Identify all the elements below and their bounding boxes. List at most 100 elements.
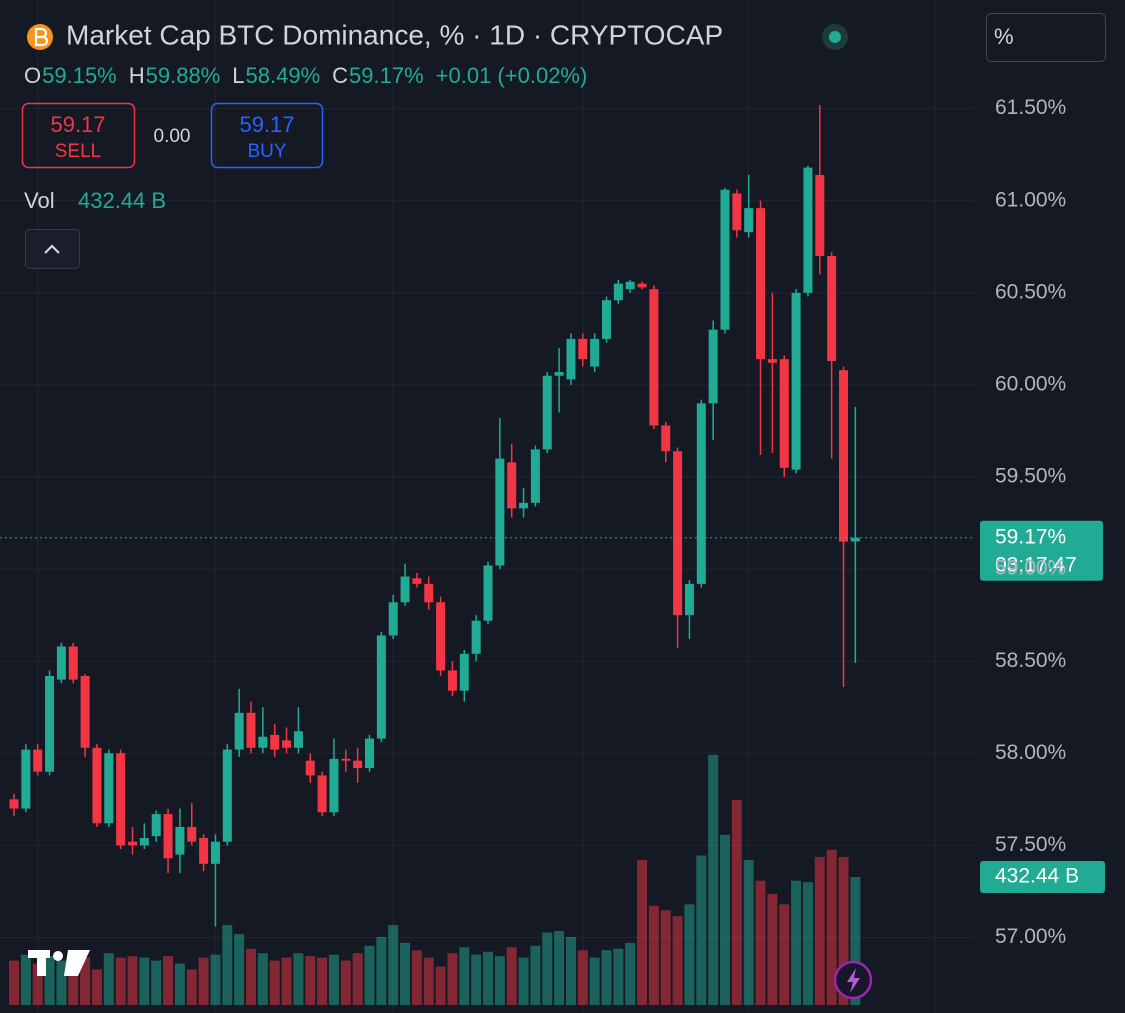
candle-body [270, 734, 280, 750]
volume-bar [423, 957, 434, 1005]
candle-body [471, 620, 481, 654]
volume-bar [471, 954, 482, 1005]
candle-body [637, 283, 647, 288]
candle-body [507, 462, 517, 509]
volume-badge-label: 432.44 B [995, 865, 1079, 888]
volume-bar [198, 957, 209, 1005]
volume-legend-value: 432.44 B [78, 188, 166, 213]
volume-bar [139, 957, 150, 1005]
volume-bar [317, 957, 328, 1005]
volume-bar [731, 799, 742, 1005]
scale-box[interactable] [986, 13, 1106, 62]
volume-bar [9, 960, 19, 1005]
volume-title: Vol [24, 188, 55, 213]
candle-layer [9, 104, 860, 927]
collapse-button[interactable] [25, 229, 80, 269]
volume-bar [589, 957, 600, 1005]
tv-logo [28, 950, 90, 976]
volume-bar [222, 925, 233, 1005]
candle-body [495, 458, 505, 566]
volume-bar [613, 948, 624, 1005]
volume-bar [720, 834, 730, 1005]
volume-bar [56, 960, 67, 1005]
candle-body [210, 841, 220, 864]
ohlc-value: 59.15% [42, 63, 117, 88]
volume-bar [802, 882, 813, 1005]
ohlc-key: H [129, 63, 145, 88]
candle-body [388, 602, 398, 636]
candle-body [412, 578, 422, 584]
candle-body [459, 653, 469, 691]
sell-price[interactable]: 59.17 [50, 112, 105, 137]
candle-body [317, 775, 327, 813]
volume-bar [293, 953, 304, 1005]
candle-body [353, 760, 363, 769]
candle-body [613, 283, 623, 301]
volume-bar [20, 954, 31, 1005]
lightning-icon[interactable] [847, 968, 860, 993]
candle-body [222, 749, 232, 842]
candle-body [163, 814, 173, 859]
candle-body [92, 747, 102, 824]
volume-bar [637, 859, 648, 1005]
buy-button[interactable] [210, 102, 324, 169]
y-tick-label: 61.00% [995, 188, 1066, 211]
volume-bar [826, 849, 837, 1005]
candle-body [33, 749, 43, 772]
volume-bar [791, 880, 802, 1005]
volume-bar [814, 857, 825, 1005]
candle-body [578, 338, 588, 360]
candle-body [791, 292, 801, 470]
y-tick-label: 60.50% [995, 280, 1066, 303]
candle-body [827, 256, 837, 361]
volume-bar [352, 953, 363, 1005]
time-grid [37, 0, 936, 1013]
volume-layer [9, 754, 861, 1005]
collapse-icon[interactable] [44, 244, 60, 254]
volume-bar [163, 956, 174, 1005]
sell-label[interactable]: SELL [55, 141, 101, 162]
candle-body [9, 799, 19, 809]
scale-unit[interactable]: % [994, 24, 1014, 49]
buy-price[interactable]: 59.17 [239, 112, 294, 137]
volume-bar [80, 957, 91, 1005]
volume-bar [435, 966, 446, 1005]
candle-body [767, 359, 777, 363]
candle-body [80, 675, 90, 748]
volume-bar [234, 933, 245, 1005]
buy-label[interactable]: BUY [247, 141, 286, 162]
volume-bar [708, 754, 719, 1005]
volume-bar [103, 953, 114, 1005]
y-tick-label: 57.50% [995, 833, 1066, 856]
candle-body [45, 675, 55, 772]
y-tick-label: 58.00% [995, 741, 1066, 764]
candle-body [258, 736, 268, 748]
volume-bar [388, 925, 399, 1005]
ohlc-value: 59.17% [349, 63, 424, 88]
volume-bar [186, 969, 197, 1005]
volume-bar [68, 965, 79, 1005]
candle-body [625, 281, 635, 290]
candle-body [447, 670, 457, 691]
volume-bar [340, 960, 351, 1005]
volume-bar [554, 931, 565, 1005]
candle-body [566, 338, 576, 380]
y-tick-label: 58.50% [995, 649, 1066, 672]
symbol-title: Market Cap BTC Dominance, % · 1D · CRYPT… [66, 19, 723, 50]
volume-bar [684, 904, 695, 1005]
overlay-layer: 59.17% 03:17:47 432.44 B [0, 520, 1105, 893]
y-tick-label: 60.00% [995, 372, 1066, 395]
candle-body [519, 502, 529, 509]
candle-body [293, 731, 303, 748]
candle-body [684, 583, 694, 616]
candle-body [56, 646, 66, 680]
volume-bar [577, 950, 588, 1005]
sell-button[interactable] [21, 102, 136, 169]
y-tick-label: 59.50% [995, 465, 1066, 488]
candle-body [483, 565, 493, 621]
candle-body [424, 583, 434, 603]
candle-body [850, 537, 860, 542]
